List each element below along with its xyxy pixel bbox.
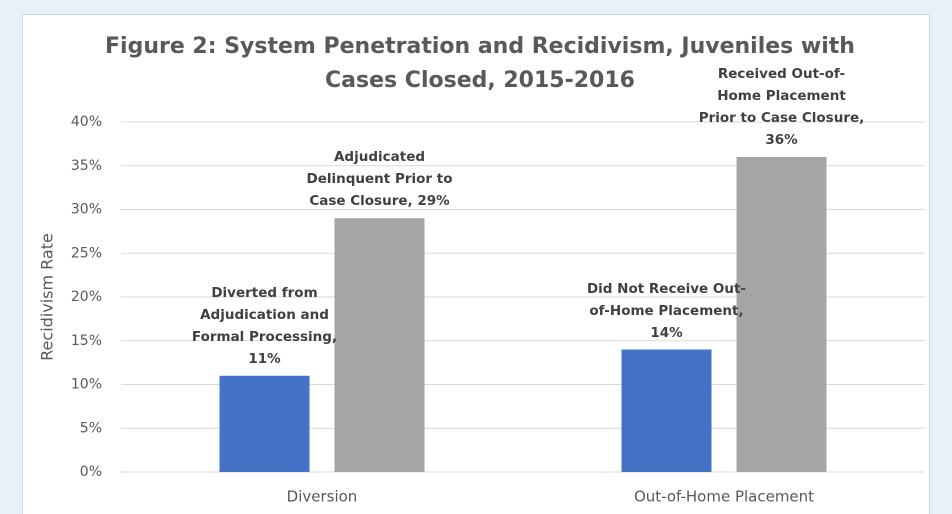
bar <box>621 349 712 472</box>
y-tick-label: 30% <box>71 202 102 218</box>
y-tick-label: 40% <box>71 114 102 130</box>
x-tick-label: Out-of-Home Placement <box>634 488 814 506</box>
y-tick-label: 5% <box>80 420 102 436</box>
y-tick-label: 10% <box>71 377 102 393</box>
y-tick-label: 25% <box>71 245 102 261</box>
data-label: Received Out-of-Home Placement Prior to … <box>698 66 865 148</box>
bar <box>736 157 827 472</box>
data-label: Diverted from Adjudication and Formal Pr… <box>191 284 338 367</box>
x-tick-label: Diversion <box>287 488 358 506</box>
y-tick-label: 0% <box>80 464 102 480</box>
y-tick-label: 15% <box>71 333 102 349</box>
data-label: Adjudicated Delinquent Prior to Case Clo… <box>306 149 453 210</box>
bar <box>219 375 310 472</box>
y-tick-label: 35% <box>71 158 102 174</box>
chart-title: Figure 2: System Penetration and Recidiv… <box>105 34 855 93</box>
data-label: Did Not Receive Out-of-Home Placement, 1… <box>586 280 747 341</box>
y-tick-label: 20% <box>71 289 102 305</box>
bar <box>334 218 425 472</box>
y-axis-label: Recidivism Rate <box>38 233 57 361</box>
